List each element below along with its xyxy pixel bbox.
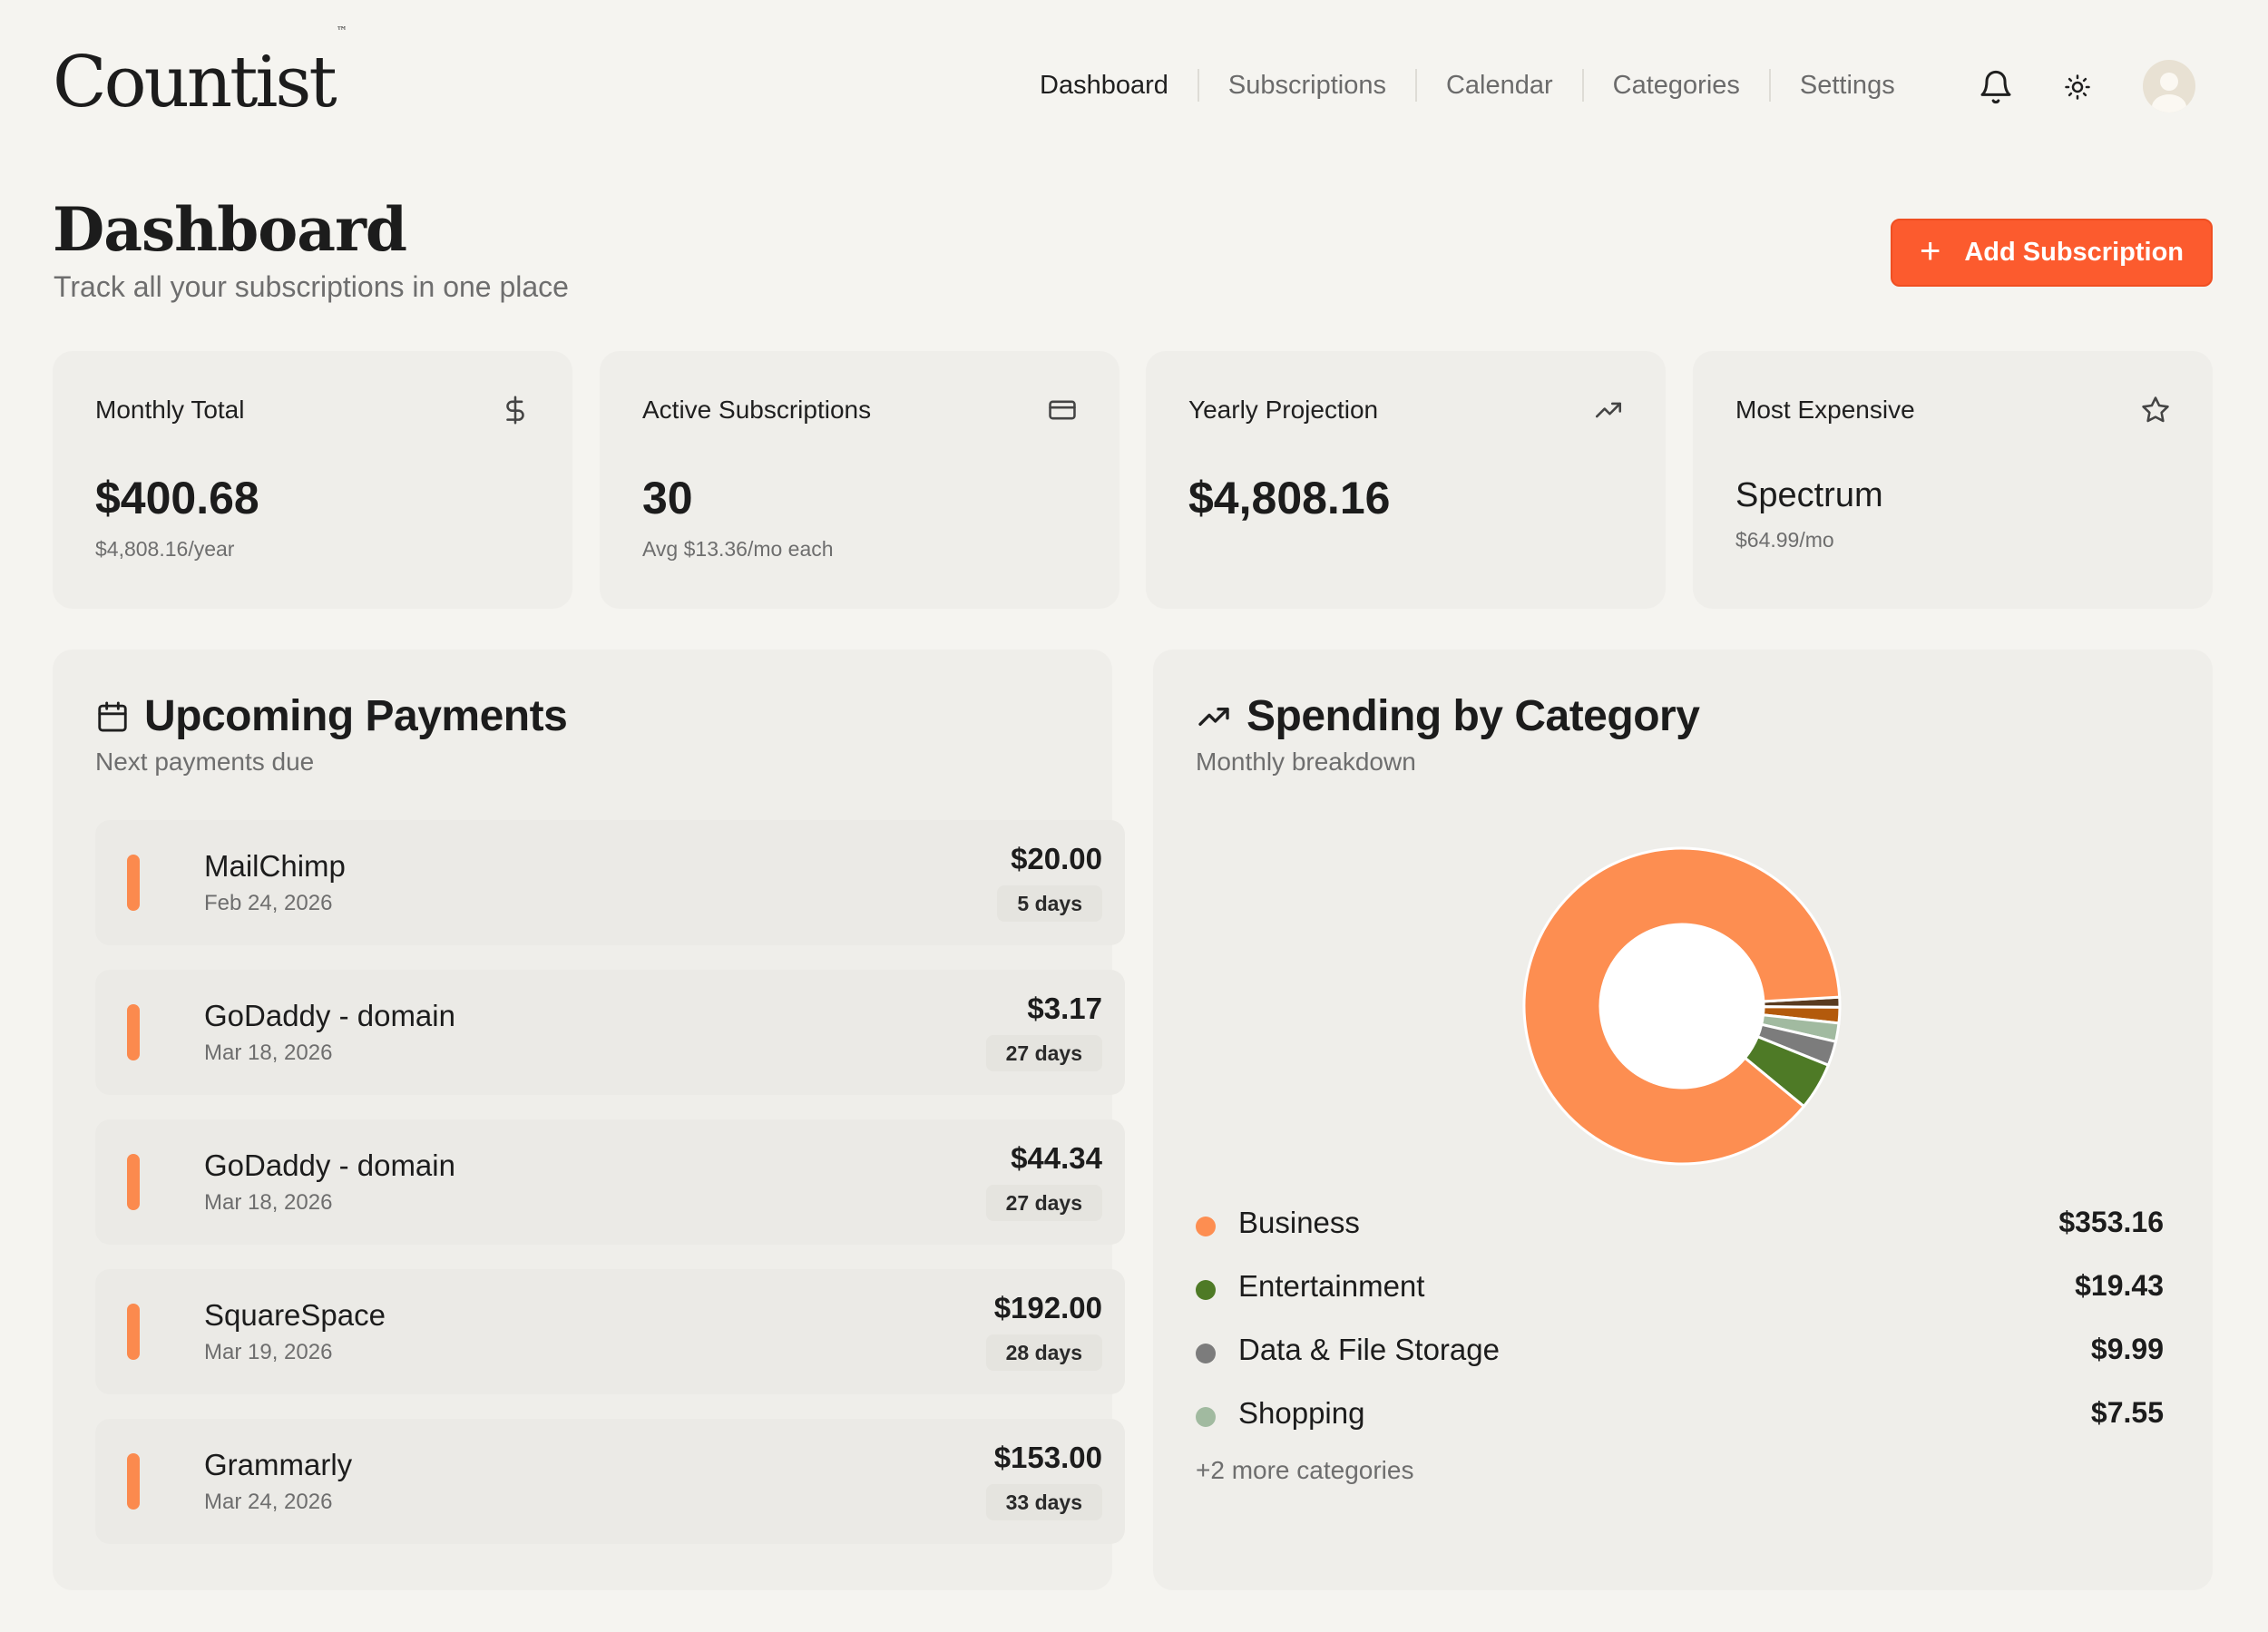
payment-amount: $44.34 [1011, 1141, 1102, 1175]
theme-toggle-button[interactable] [2054, 64, 2101, 111]
payment-name: GoDaddy - domain [204, 999, 455, 1032]
upcoming-payments-panel: Upcoming Payments Next payments due Mail… [53, 650, 1125, 1590]
stat-sub: $4,808.16/year [95, 537, 235, 561]
payment-row[interactable]: GoDaddy - domain Mar 18, 2026 $3.17 27 days [95, 970, 1125, 1095]
stat-label: Yearly Projection [1188, 396, 1379, 424]
trending-up-icon [1595, 402, 1622, 418]
legend-name: Business [1238, 1206, 1360, 1239]
stat-label: Active Subscriptions [642, 396, 872, 424]
stat-card-yearly-projection: Yearly Projection $4,808.16 [1146, 351, 1666, 609]
legend-value: $353.16 [2058, 1206, 2164, 1238]
payment-date: Mar 24, 2026 [204, 1490, 333, 1514]
legend-value: $19.43 [2075, 1269, 2164, 1302]
nav-item-calendar[interactable]: Calendar [1414, 69, 1582, 102]
stat-card-active-subscriptions: Active Subscriptions 30 Avg $13.36/mo ea… [600, 351, 1119, 609]
notifications-button[interactable] [1972, 64, 2019, 111]
plus-icon: + [1919, 230, 1941, 271]
legend-value: $7.55 [2090, 1396, 2164, 1429]
user-icon [2152, 73, 2186, 112]
payment-days-badge: 5 days [997, 885, 1102, 922]
legend-color-dot [1196, 1217, 1216, 1236]
payment-row[interactable]: MailChimp Feb 24, 2026 $20.00 5 days [95, 820, 1125, 945]
spending-title: Spending by Category [1196, 691, 1700, 741]
legend-name: Entertainment [1238, 1269, 1425, 1303]
payment-date: Mar 18, 2026 [204, 1041, 333, 1065]
bell-icon [1980, 70, 2011, 104]
legend-item: Business $353.16 [1196, 1206, 2164, 1242]
legend-name: Shopping [1238, 1396, 1365, 1430]
payment-date: Mar 18, 2026 [204, 1190, 333, 1215]
payment-color-bar [127, 855, 140, 911]
legend-item: Shopping $7.55 [1196, 1396, 2164, 1432]
stat-value: $400.68 [95, 473, 259, 523]
payment-amount: $3.17 [1027, 992, 1102, 1025]
payment-name: GoDaddy - domain [204, 1148, 455, 1182]
stat-value: Spectrum [1735, 476, 1883, 514]
payment-row[interactable]: GoDaddy - domain Mar 18, 2026 $44.34 27 day… [95, 1119, 1125, 1245]
payment-color-bar [127, 1004, 140, 1060]
app-logo[interactable]: Countist™ [53, 24, 347, 123]
legend-color-dot [1196, 1280, 1216, 1300]
payment-name: SquareSpace [204, 1298, 386, 1332]
spending-by-category-panel: Spending by Category Monthly breakdown B… [1153, 650, 2213, 1590]
payment-color-bar [127, 1154, 140, 1210]
page-subtitle: Track all your subscriptions in one plac… [54, 270, 569, 303]
sun-icon [2065, 74, 2090, 100]
top-header: Countist™ Dashboard Subscriptions Calend… [0, 0, 2268, 172]
nav-item-subscriptions[interactable]: Subscriptions [1197, 69, 1415, 102]
stat-label: Monthly Total [95, 396, 245, 424]
user-avatar[interactable] [2143, 60, 2195, 112]
stat-label: Most Expensive [1735, 396, 1915, 424]
dollar-icon [506, 396, 524, 425]
more-categories-link[interactable]: +2 more categories [1196, 1456, 1414, 1484]
main-nav: Dashboard Subscriptions Calendar Categor… [1040, 69, 1924, 102]
legend-item: Data & File Storage $9.99 [1196, 1333, 2164, 1369]
add-subscription-label: Add Subscription [1964, 238, 2185, 267]
nav-item-dashboard[interactable]: Dashboard [1040, 71, 1168, 100]
nav-item-categories[interactable]: Categories [1581, 69, 1769, 102]
payment-date: Mar 19, 2026 [204, 1340, 333, 1364]
stat-value: 30 [642, 473, 693, 523]
stat-card-monthly-total: Monthly Total $400.68 $4,808.16/year [53, 351, 572, 609]
page-title: Dashboard [53, 194, 407, 265]
payment-name: Grammarly [204, 1448, 353, 1481]
payment-name: MailChimp [204, 849, 346, 883]
donut-slice-business[interactable] [1522, 846, 1842, 1166]
payment-row[interactable]: SquareSpace Mar 19, 2026 $192.00 28 days [95, 1269, 1125, 1394]
spending-subtitle: Monthly breakdown [1196, 748, 1416, 776]
payment-color-bar [127, 1453, 140, 1510]
stat-sub: $64.99/mo [1735, 528, 1834, 552]
payment-days-badge: 27 days [985, 1035, 1102, 1071]
category-donut-chart [1522, 846, 1842, 1166]
card-icon [1049, 400, 1076, 420]
upcoming-payments-title: Upcoming Payments [95, 691, 568, 741]
stat-sub: Avg $13.36/mo each [642, 537, 834, 561]
payment-row[interactable]: Grammarly Mar 24, 2026 $153.00 33 days [95, 1419, 1125, 1544]
calendar-icon [98, 701, 127, 731]
star-icon [2142, 396, 2169, 423]
legend-color-dot [1196, 1407, 1216, 1427]
payment-days-badge: 28 days [985, 1334, 1102, 1371]
legend-item: Entertainment $19.43 [1196, 1269, 2164, 1305]
stat-card-most-expensive: Most Expensive Spectrum $64.99/mo [1693, 351, 2213, 609]
payment-amount: $192.00 [993, 1291, 1102, 1324]
donut-hole [1601, 925, 1763, 1087]
payment-days-badge: 33 days [985, 1484, 1102, 1520]
trending-up-icon [1198, 707, 1229, 726]
nav-item-settings[interactable]: Settings [1768, 69, 1924, 102]
upcoming-payments-subtitle: Next payments due [95, 748, 315, 776]
stat-value: $4,808.16 [1188, 473, 1391, 523]
payment-amount: $20.00 [1011, 842, 1102, 875]
payment-amount: $153.00 [993, 1441, 1102, 1474]
payment-days-badge: 27 days [985, 1185, 1102, 1221]
legend-color-dot [1196, 1344, 1216, 1363]
legend-value: $9.99 [2090, 1333, 2164, 1365]
payment-date: Feb 24, 2026 [204, 891, 333, 915]
legend-name: Data & File Storage [1238, 1333, 1500, 1366]
add-subscription-button[interactable]: + Add Subscription [1891, 219, 2213, 287]
payment-color-bar [127, 1304, 140, 1360]
